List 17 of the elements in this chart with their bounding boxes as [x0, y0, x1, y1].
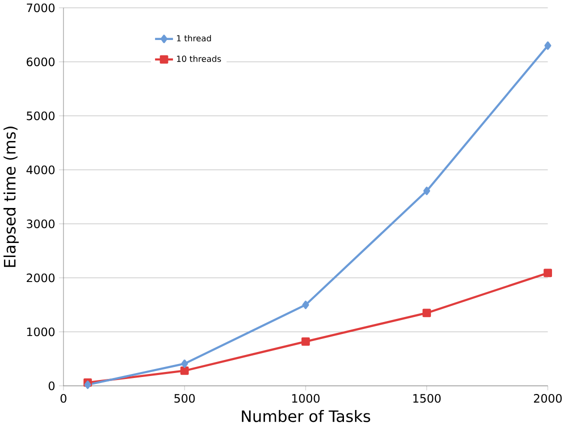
- y-tick-label: 2000: [26, 274, 55, 282]
- y-tick-label: 4000: [26, 166, 55, 174]
- x-tick-label: 1000: [292, 394, 320, 403]
- x-tick-label: 500: [174, 394, 195, 403]
- legend-label: 10 threads: [177, 56, 221, 62]
- y-axis-title: Elapsed time (ms): [4, 126, 19, 268]
- y-tick-label: 1000: [27, 328, 55, 336]
- y-tick-label: 6000: [26, 58, 55, 66]
- y-tick-label: 0: [48, 382, 55, 390]
- y-tick-label: 5000: [26, 112, 55, 120]
- y-tick-label: 3000: [26, 220, 55, 228]
- x-tick-label: 2000: [534, 394, 562, 403]
- legend-label: 1 thread: [177, 35, 211, 42]
- x-tick-label: 0: [60, 394, 66, 403]
- x-tick-label: 1500: [413, 394, 441, 403]
- y-tick-label: 7000: [26, 4, 55, 12]
- x-axis-title: Number of Tasks: [242, 410, 370, 422]
